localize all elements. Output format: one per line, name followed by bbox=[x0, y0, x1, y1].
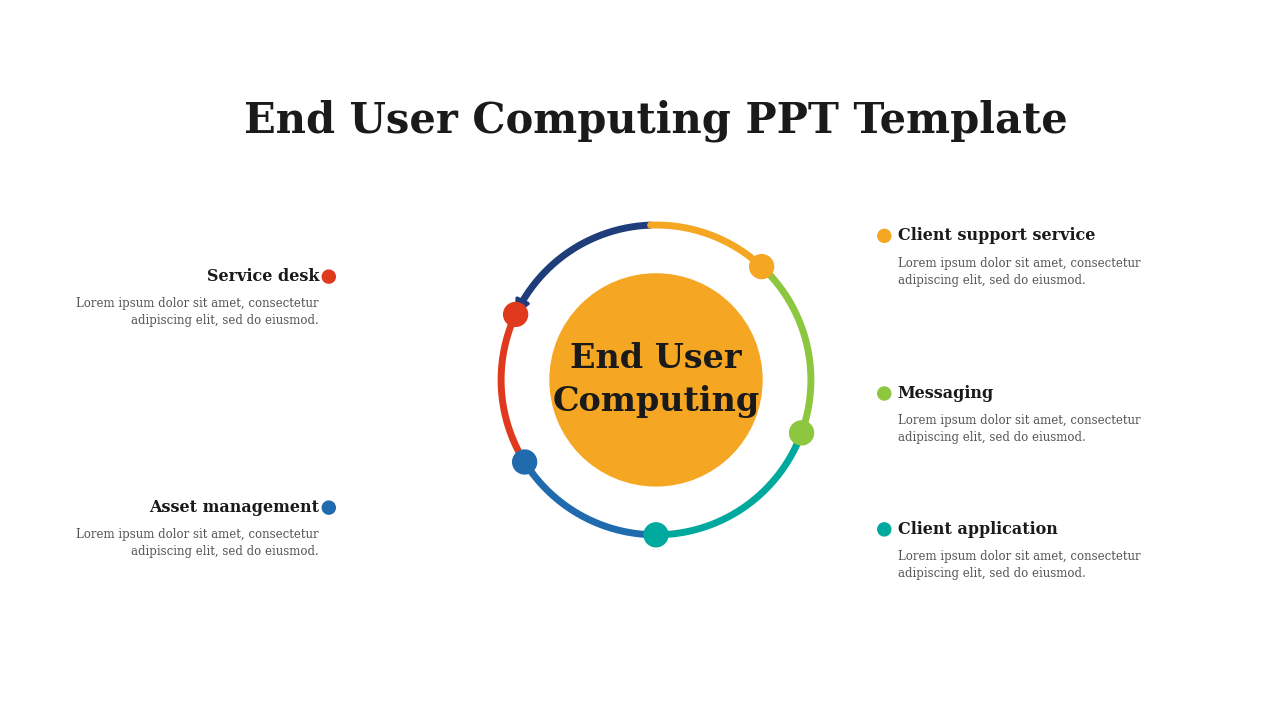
Circle shape bbox=[750, 255, 773, 279]
Text: Lorem ipsum dolor sit amet, consectetur
adipiscing elit, sed do eiusmod.: Lorem ipsum dolor sit amet, consectetur … bbox=[897, 414, 1140, 444]
Circle shape bbox=[323, 501, 335, 514]
Circle shape bbox=[513, 450, 536, 474]
Text: End User Computing PPT Template: End User Computing PPT Template bbox=[244, 100, 1068, 143]
Text: Lorem ipsum dolor sit amet, consectetur
adipiscing elit, sed do eiusmod.: Lorem ipsum dolor sit amet, consectetur … bbox=[897, 550, 1140, 580]
Text: Messaging: Messaging bbox=[897, 385, 995, 402]
Text: Lorem ipsum dolor sit amet, consectetur
adipiscing elit, sed do eiusmod.: Lorem ipsum dolor sit amet, consectetur … bbox=[77, 297, 319, 328]
Text: Service desk: Service desk bbox=[206, 268, 319, 285]
Circle shape bbox=[878, 230, 891, 243]
Circle shape bbox=[503, 302, 527, 326]
Text: Lorem ipsum dolor sit amet, consectetur
adipiscing elit, sed do eiusmod.: Lorem ipsum dolor sit amet, consectetur … bbox=[897, 256, 1140, 287]
Text: Lorem ipsum dolor sit amet, consectetur
adipiscing elit, sed do eiusmod.: Lorem ipsum dolor sit amet, consectetur … bbox=[77, 528, 319, 558]
Text: Client support service: Client support service bbox=[897, 228, 1096, 244]
Circle shape bbox=[878, 523, 891, 536]
Text: Client application: Client application bbox=[897, 521, 1057, 538]
Circle shape bbox=[323, 270, 335, 283]
Text: Asset management: Asset management bbox=[148, 499, 319, 516]
Circle shape bbox=[790, 421, 814, 445]
Text: End User
Computing: End User Computing bbox=[553, 342, 759, 418]
Circle shape bbox=[878, 387, 891, 400]
Circle shape bbox=[550, 274, 762, 486]
Circle shape bbox=[644, 523, 668, 546]
